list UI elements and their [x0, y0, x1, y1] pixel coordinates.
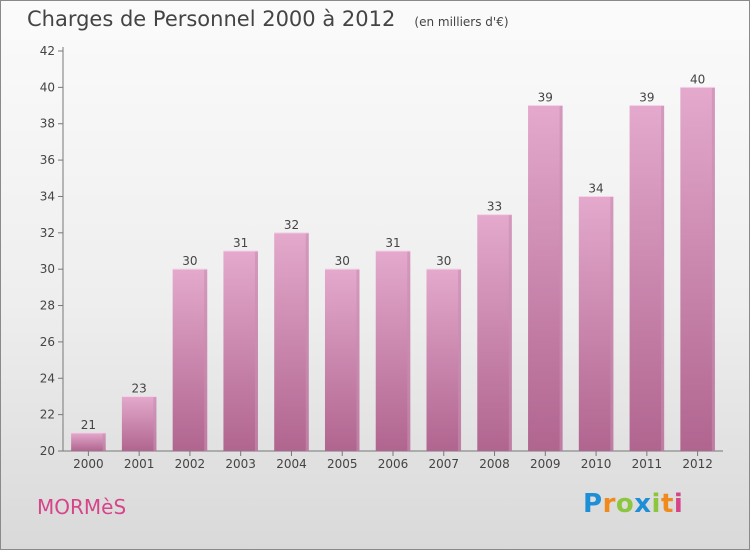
logo-letter: P	[583, 489, 603, 519]
bar	[274, 232, 309, 451]
bar	[528, 105, 563, 451]
x-tick-label: 2007	[428, 457, 459, 471]
bar	[121, 396, 157, 451]
x-tick-label: 2000	[73, 457, 104, 471]
x-tick-label: 2012	[682, 457, 713, 471]
y-tick-label: 40	[40, 80, 55, 94]
logo-letter: x	[634, 489, 652, 519]
bar-edge	[458, 269, 462, 451]
bar-value-label: 30	[335, 254, 350, 268]
y-tick-label: 32	[40, 226, 55, 240]
bar-value-label: 32	[284, 218, 299, 232]
bar	[324, 269, 360, 451]
plot-area: 20 22 24 26 28 30 32 34 36 38 40 42 21 2000 23 2001 30 20…	[40, 44, 723, 471]
x-tick-label: 2011	[632, 457, 663, 471]
y-tick-label: 22	[40, 408, 55, 422]
y-tick-label: 34	[40, 189, 55, 203]
bar-edge	[254, 251, 258, 451]
bar-edge	[407, 251, 411, 451]
y-tick-label: 36	[40, 153, 55, 167]
bar-value-label: 39	[639, 91, 654, 105]
bar	[477, 214, 512, 451]
bar	[223, 251, 258, 451]
bar-edge	[610, 196, 614, 451]
x-tick-label: 2008	[479, 457, 510, 471]
x-tick-label: 2006	[378, 457, 409, 471]
bar	[629, 105, 665, 451]
logo-letter: i	[673, 489, 684, 519]
bar-value-label: 21	[81, 418, 96, 432]
bar-edge	[153, 396, 157, 451]
x-tick-label: 2003	[225, 457, 256, 471]
y-tick-label: 24	[40, 371, 55, 385]
bar-value-label: 34	[588, 181, 603, 195]
bar-value-label: 31	[385, 236, 400, 250]
title-row: Charges de Personnel 2000 à 2012 (en mil…	[27, 7, 509, 31]
bar-edge	[508, 214, 512, 451]
bar-edge	[204, 269, 208, 451]
bar-value-label: 33	[487, 200, 502, 214]
proxiti-logo[interactable]: Proxiti	[583, 489, 683, 519]
bar	[71, 432, 106, 451]
y-tick-label: 20	[40, 444, 55, 458]
chart-subtitle: (en milliers d'€)	[414, 15, 509, 29]
bar-edge	[356, 269, 360, 451]
bar	[172, 269, 208, 451]
bar-value-label: 30	[436, 254, 451, 268]
logo-letter: r	[602, 489, 616, 519]
town-name: MORMèS	[37, 495, 127, 519]
x-tick-label: 2010	[581, 457, 612, 471]
x-tick-label: 2002	[175, 457, 206, 471]
x-tick-label: 2001	[124, 457, 155, 471]
y-tick-label: 28	[40, 299, 55, 313]
y-tick-label: 38	[40, 117, 55, 131]
bar	[375, 251, 411, 451]
bar-edge	[661, 105, 665, 451]
bar-value-label: 40	[690, 72, 705, 86]
bar	[578, 196, 614, 451]
bar-edge	[559, 105, 563, 451]
y-tick-label: 42	[40, 44, 55, 58]
bar-value-label: 31	[233, 236, 248, 250]
bar-value-label: 23	[132, 381, 147, 395]
logo-letter: t	[660, 489, 674, 519]
x-tick-label: 2005	[327, 457, 358, 471]
y-tick-label: 26	[40, 335, 55, 349]
bar-edge	[711, 87, 715, 451]
bar	[426, 269, 462, 451]
bar	[680, 87, 715, 451]
bar-edge	[305, 232, 309, 451]
logo-letter: o	[615, 489, 635, 519]
chart-title: Charges de Personnel 2000 à 2012	[27, 7, 396, 31]
bar-value-label: 39	[538, 91, 553, 105]
bar-value-label: 30	[182, 254, 197, 268]
bar-edge	[102, 432, 106, 451]
logo-letter: i	[651, 489, 661, 519]
y-tick-label: 30	[40, 262, 55, 276]
x-tick-label: 2009	[530, 457, 561, 471]
x-tick-label: 2004	[276, 457, 307, 471]
